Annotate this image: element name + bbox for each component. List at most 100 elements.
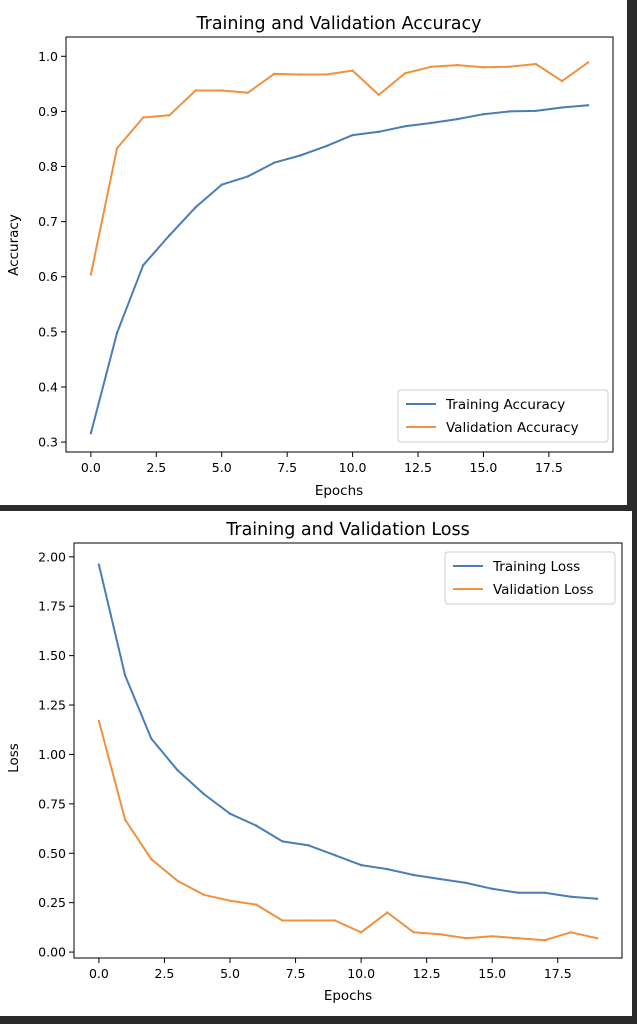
- data-point: [412, 931, 415, 934]
- x-tick-label: 17.5: [544, 966, 572, 981]
- data-point: [246, 175, 250, 178]
- data-point: [560, 79, 564, 83]
- data-point: [281, 919, 284, 922]
- x-tick-label: 2.5: [146, 460, 166, 475]
- data-point: [491, 887, 494, 890]
- data-point: [176, 879, 179, 883]
- data-point: [569, 931, 573, 934]
- data-point: [508, 110, 511, 113]
- data-point: [220, 183, 223, 186]
- legend-box: [444, 551, 616, 605]
- legend: Training Loss Validation Loss: [444, 551, 616, 605]
- data-point: [176, 769, 179, 772]
- data-point: [386, 911, 389, 914]
- y-tick-label: 1.00: [38, 747, 66, 762]
- legend-label: Training Accuracy: [445, 397, 565, 413]
- data-point: [255, 824, 258, 827]
- data-point: [115, 331, 119, 335]
- data-point: [595, 897, 599, 900]
- data-point: [228, 899, 232, 902]
- data-point: [429, 121, 433, 125]
- data-point: [586, 61, 590, 64]
- data-point: [307, 919, 310, 922]
- data-point: [272, 161, 276, 164]
- y-axis-label: Loss: [6, 743, 22, 773]
- legend-label: Validation Accuracy: [446, 420, 579, 436]
- data-point: [150, 737, 153, 740]
- data-point: [255, 903, 258, 906]
- x-tick-label: 0.0: [81, 460, 101, 475]
- x-tick-label: 5.0: [212, 460, 232, 475]
- y-tick-label: 0.7: [38, 214, 58, 229]
- y-tick-label: 0.00: [38, 945, 66, 960]
- data-point: [403, 72, 407, 75]
- data-point: [97, 563, 101, 566]
- data-point: [89, 432, 93, 435]
- x-tick-label: 12.5: [413, 966, 441, 981]
- y-tick-label: 0.6: [38, 269, 58, 284]
- y-tick-label: 0.9: [38, 104, 58, 119]
- loss-chart-panel: Training and Validation Loss Epochs Loss…: [0, 511, 632, 1016]
- data-point: [307, 844, 310, 847]
- data-point: [482, 66, 485, 69]
- data-point: [386, 867, 389, 871]
- y-tick-label: 1.0: [38, 49, 58, 64]
- data-point: [246, 91, 250, 94]
- accuracy-chart: Training and Validation Accuracy Epochs …: [6, 14, 614, 499]
- data-point: [377, 93, 380, 97]
- data-point: [403, 125, 407, 128]
- legend-label: Training Loss: [492, 559, 580, 575]
- x-tick-label: 12.5: [404, 460, 432, 475]
- y-tick-label: 0.75: [38, 796, 66, 811]
- data-point: [202, 792, 205, 796]
- x-axis-label: Epochs: [324, 988, 372, 1004]
- series-line-validation: [97, 720, 598, 942]
- data-point: [325, 73, 328, 76]
- data-point: [220, 89, 223, 92]
- data-point: [168, 114, 171, 117]
- plot-frame: [65, 36, 614, 453]
- data-point: [299, 73, 302, 76]
- data-point: [491, 935, 494, 938]
- y-tick-label: 2.00: [38, 549, 66, 564]
- data-point: [508, 65, 511, 69]
- data-point: [560, 106, 564, 109]
- x-tick-label: 17.5: [535, 460, 563, 475]
- x-tick-label: 5.0: [220, 966, 240, 981]
- legend: Training Accuracy Validation Accuracy: [397, 389, 609, 443]
- chart-title: Training and Validation Accuracy: [196, 14, 482, 34]
- chart-title: Training and Validation Loss: [225, 520, 469, 540]
- data-point: [438, 933, 441, 936]
- series-line-validation: [89, 61, 589, 275]
- data-point: [194, 89, 197, 92]
- data-point: [333, 919, 337, 922]
- y-tick-label: 1.50: [38, 648, 66, 663]
- data-point: [429, 65, 433, 69]
- legend-box: [397, 389, 609, 443]
- data-point: [272, 72, 276, 76]
- legend-label: Validation Loss: [493, 582, 594, 598]
- data-point: [333, 854, 337, 857]
- x-tick-label: 2.5: [155, 966, 175, 981]
- data-point: [456, 117, 459, 121]
- data-point: [595, 937, 599, 940]
- x-tick-label: 10.0: [347, 966, 375, 981]
- data-point: [299, 154, 302, 157]
- data-point: [142, 264, 145, 267]
- data-point: [123, 818, 127, 821]
- data-point: [412, 873, 415, 877]
- plot-frame: [73, 542, 623, 959]
- data-point: [517, 937, 520, 940]
- data-point: [534, 62, 537, 66]
- data-point: [325, 144, 328, 148]
- y-tick-label: 0.25: [38, 895, 66, 910]
- data-point: [281, 840, 284, 843]
- data-point: [543, 891, 546, 894]
- data-point: [97, 719, 101, 723]
- y-tick-label: 0.50: [38, 846, 66, 861]
- x-tick-label: 15.0: [470, 460, 498, 475]
- data-point: [482, 113, 485, 116]
- data-point: [438, 877, 441, 881]
- data-point: [359, 931, 363, 934]
- data-point: [202, 893, 205, 896]
